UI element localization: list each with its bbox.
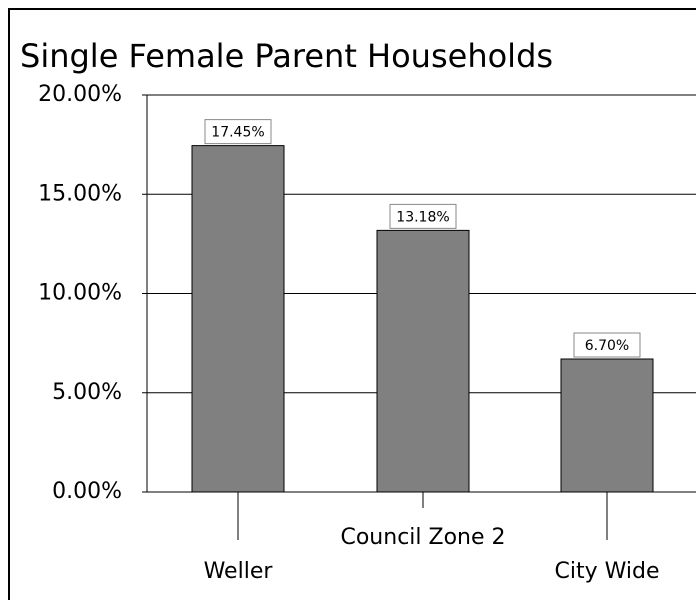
value-label: 17.45%: [211, 125, 264, 141]
y-tick-label: 15.00%: [38, 181, 122, 206]
y-tick-label: 0.00%: [52, 479, 122, 504]
value-label-box: [389, 203, 457, 229]
x-tick-label: Council Zone 2: [340, 525, 505, 550]
y-tick-label: 5.00%: [52, 380, 122, 405]
bar: [376, 229, 470, 493]
x-tick-label: Weller: [204, 559, 274, 584]
value-label: 6.70%: [585, 338, 629, 354]
value-label-box: [573, 332, 641, 358]
chart-title: Single Female Parent Households: [20, 37, 553, 75]
bar: [191, 145, 285, 493]
value-label: 13.18%: [396, 209, 449, 225]
x-tick-label: City Wide: [555, 559, 660, 584]
y-tick-label: 20.00%: [38, 82, 122, 107]
value-label-box: [204, 119, 272, 145]
bar: [560, 358, 654, 493]
chart-border: [8, 8, 696, 600]
y-tick-label: 10.00%: [38, 281, 122, 306]
